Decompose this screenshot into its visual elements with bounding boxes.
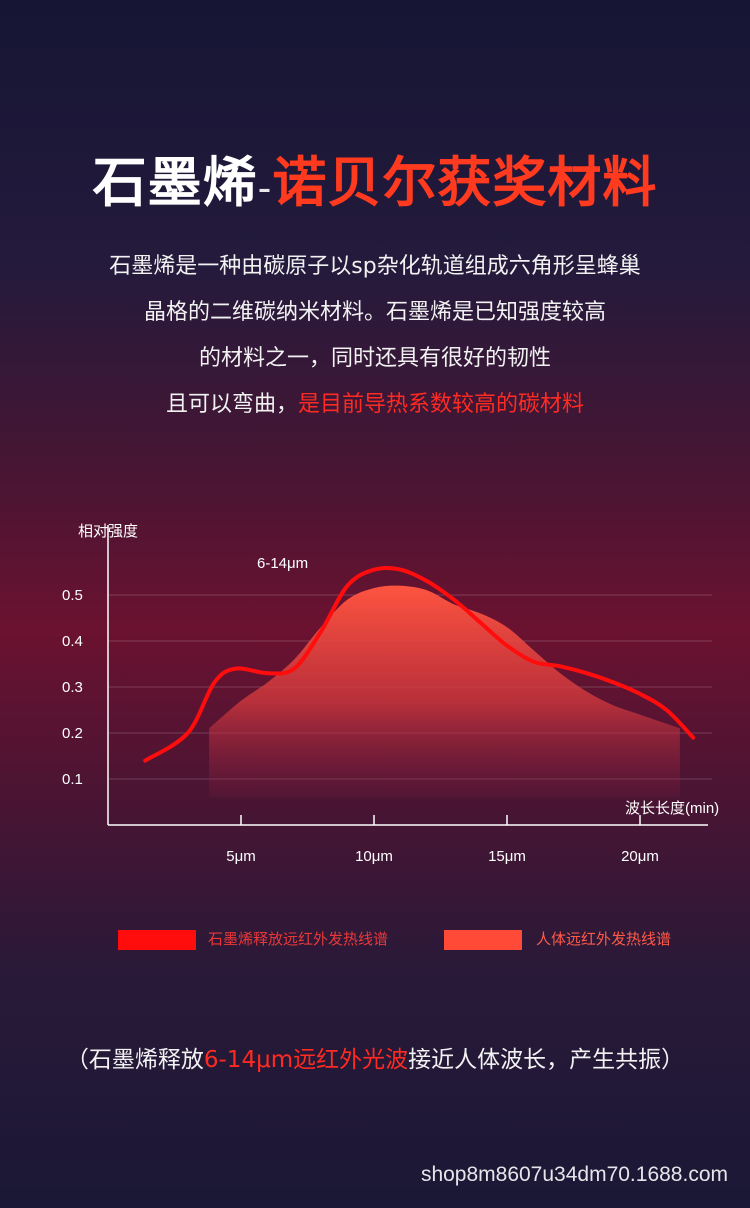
x-tick-label: 10μm <box>355 848 393 865</box>
description-line4: 且可以弯曲，是目前导热系数较高的碳材料 <box>0 382 750 428</box>
y-tick-label: 0.3 <box>62 679 83 696</box>
resonance-note: （石墨烯释放6-14μm远红外光波接近人体波长，产生共振） <box>0 1040 750 1074</box>
note-highlight: 6-14μm远红外光波 <box>203 1047 409 1073</box>
y-axis-label: 相对强度 <box>78 523 138 540</box>
description-line2: 晶格的二维碳纳米材料。石墨烯是已知强度较高 <box>143 300 606 325</box>
page-title: 石墨烯-诺贝尔获奖材料 <box>0 138 750 217</box>
description-line1: 石墨烯是一种由碳原子以sp杂化轨道组成六角形呈蜂巢 <box>109 254 641 279</box>
y-tick-label: 0.4 <box>62 633 83 650</box>
legend-swatch-graphene <box>118 930 196 950</box>
spectrum-chart: 0.1 0.2 0.3 0.4 0.5 5μm 10μm 15μm 20μm 相对强度 波长长度… <box>62 523 719 865</box>
y-tick-label: 0.5 <box>62 587 83 604</box>
x-tick-label: 15μm <box>488 848 526 865</box>
x-tick-label: 5μm <box>226 848 255 865</box>
range-annotation: 6-14μm <box>257 555 308 572</box>
note-part1: 石墨烯释放 <box>88 1047 204 1073</box>
series-line-graphene <box>143 565 696 763</box>
description: 石墨烯是一种由碳原子以sp杂化轨道组成六角形呈蜂巢 晶格的二维碳纳米材料。石墨烯… <box>0 244 750 428</box>
legend-label-human: 人体远红外发热线谱 <box>536 931 672 948</box>
title-part1: 石墨烯 <box>92 151 258 214</box>
x-axis-label: 波长长度(min) <box>625 800 719 817</box>
y-tick-label: 0.1 <box>62 771 83 788</box>
description-line4-normal: 且可以弯曲， <box>165 392 298 417</box>
shop-url: shop8m8607u34dm70.1688.com <box>420 1163 728 1186</box>
description-line3: 的材料之一，同时还具有很好的韧性 <box>198 346 551 371</box>
legend-swatch-human <box>444 930 522 950</box>
note-open: （ <box>65 1047 89 1073</box>
title-part2: 诺贝尔获奖材料 <box>272 151 658 214</box>
y-tick-label: 0.2 <box>62 725 83 742</box>
x-tick-label: 20μm <box>621 848 659 865</box>
series-area-human <box>209 585 680 797</box>
title-separator: - <box>257 166 273 210</box>
description-line4-highlight: 是目前导热系数较高的碳材料 <box>298 392 585 417</box>
legend-label-graphene: 石墨烯释放远红外发热线谱 <box>208 931 389 948</box>
chart-legend: 石墨烯释放远红外发热线谱 人体远红外发热线谱 <box>118 928 738 952</box>
note-part2: 接近人体波长，产生共振 <box>408 1047 662 1073</box>
note-close: ） <box>661 1047 685 1073</box>
